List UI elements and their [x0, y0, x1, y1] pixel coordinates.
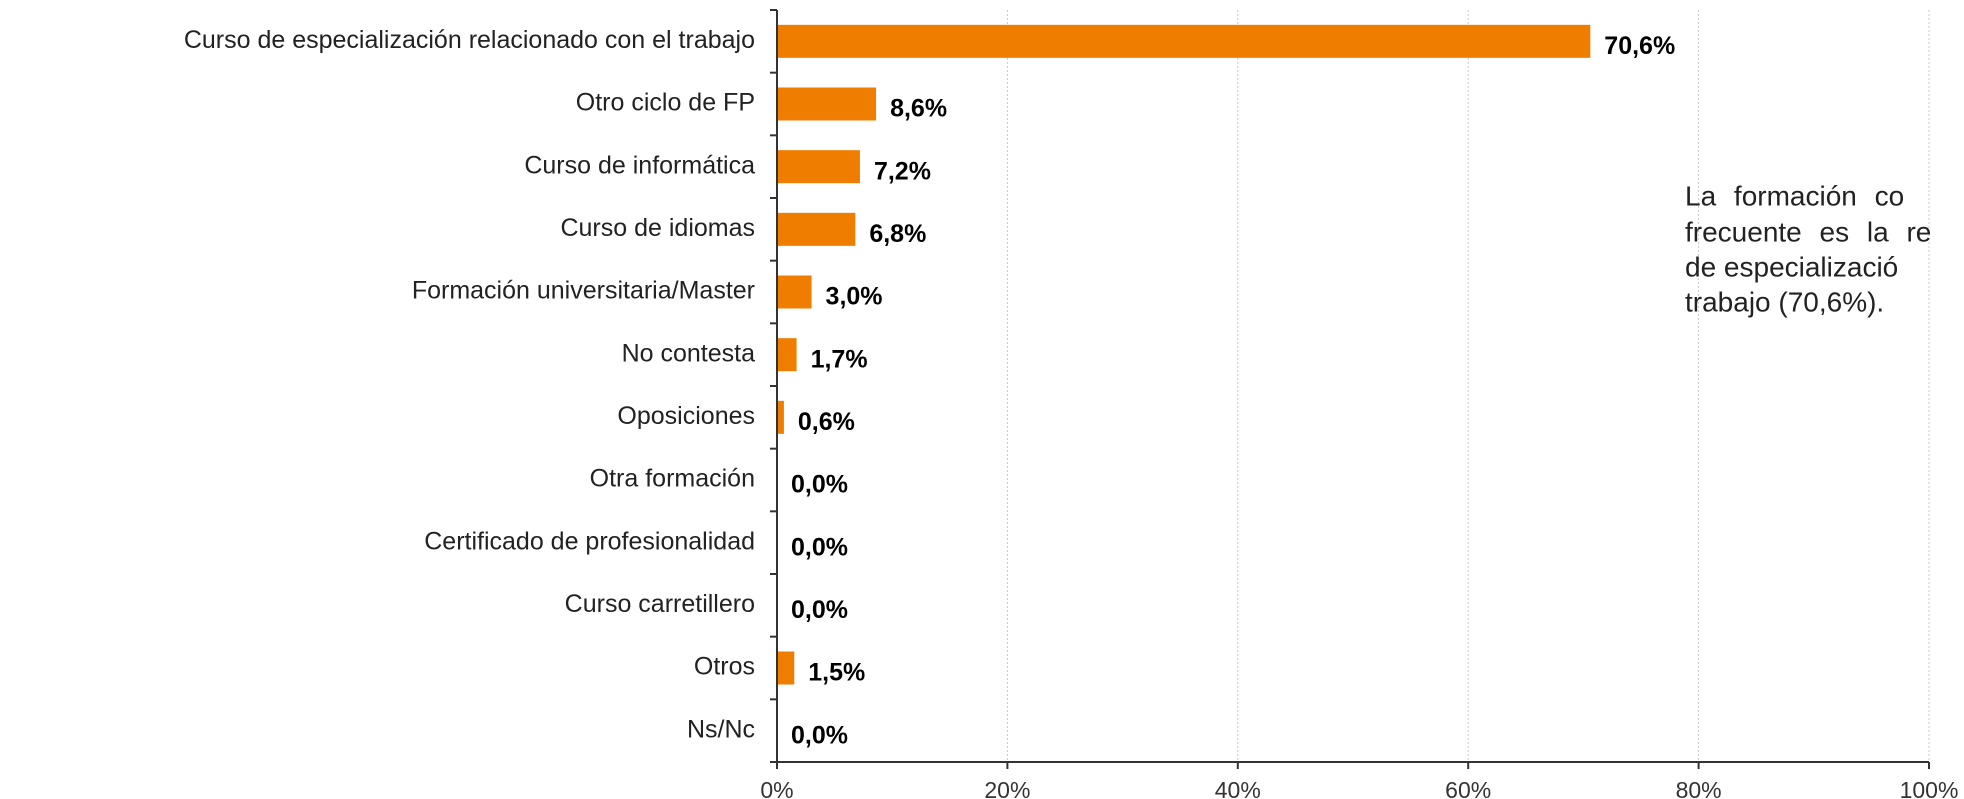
x-tick-label: 80% [1676, 777, 1722, 799]
y-tick-label: Curso de idiomas [560, 214, 755, 242]
y-tick-label: Ns/Nc [687, 715, 755, 743]
data-label: 70,6% [1604, 32, 1675, 60]
data-label: 0,0% [791, 596, 848, 624]
y-tick-label: Otro ciclo de FP [576, 89, 755, 117]
y-tick-label: Oposiciones [617, 402, 755, 430]
x-tick-label: 20% [984, 777, 1030, 799]
data-label: 6,8% [869, 220, 926, 248]
annotation-line: frecuente es la re [1685, 216, 1931, 247]
bar [777, 87, 877, 121]
x-tick-label: 0% [760, 777, 793, 799]
data-label: 0,0% [791, 533, 848, 561]
data-label: 8,6% [890, 95, 947, 123]
annotation-line: trabajo (70,6%). [1685, 286, 1884, 317]
bar [777, 338, 797, 372]
annotation-line: de especializació [1685, 251, 1898, 282]
bar [777, 212, 856, 246]
bar [777, 24, 1591, 58]
data-label: 3,0% [826, 283, 883, 311]
bar [777, 150, 860, 184]
data-label: 1,7% [811, 345, 868, 373]
y-tick-label: Curso de especialización relacionado con… [184, 26, 755, 54]
bar [777, 275, 812, 309]
y-tick-label: Curso carretillero [565, 590, 755, 618]
y-tick-label: No contesta [622, 339, 756, 367]
data-label: 0,6% [798, 408, 855, 436]
bar [777, 400, 784, 434]
bar [777, 651, 795, 685]
y-tick-label: Certificado de profesionalidad [424, 527, 755, 555]
data-label: 0,0% [791, 721, 848, 749]
y-tick-label: Otra formación [590, 465, 755, 493]
y-tick-label: Formación universitaria/Master [412, 277, 755, 305]
x-tick-label: 60% [1445, 777, 1491, 799]
annotation-line: La formación co [1685, 180, 1904, 211]
x-tick-label: 40% [1215, 777, 1261, 799]
y-tick-label: Otros [694, 653, 755, 681]
data-label: 1,5% [808, 659, 865, 687]
data-label: 0,0% [791, 471, 848, 499]
x-tick-label: 100% [1900, 777, 1959, 799]
y-tick-label: Curso de informática [524, 151, 755, 179]
data-label: 7,2% [874, 157, 931, 185]
